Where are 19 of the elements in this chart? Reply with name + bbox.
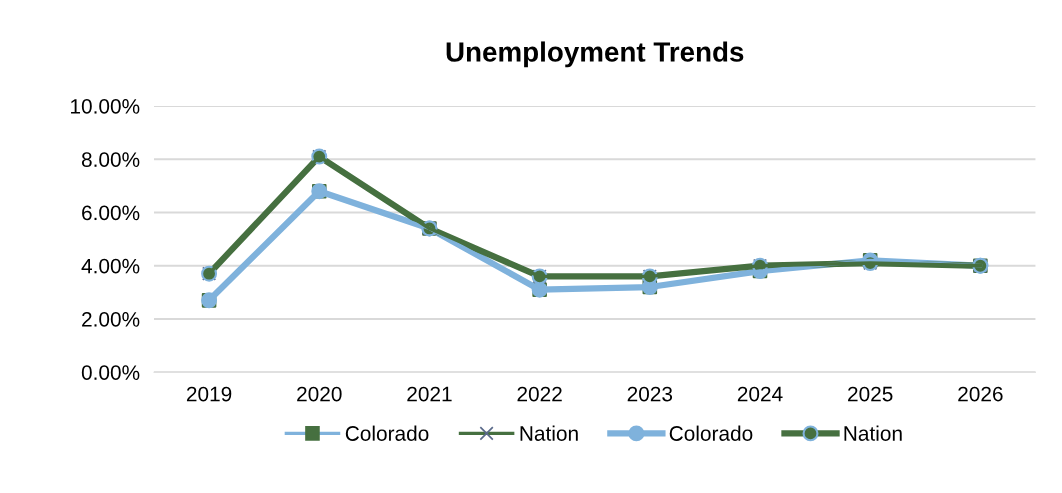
x-tick-label: 2019 [186,386,232,402]
y-tick-label: 0.00% [81,365,140,380]
y-tick-label: 8.00% [81,152,140,167]
legend-label: Colorado [345,425,429,441]
x-tick-label: 2020 [297,386,342,402]
legend-label: Colorado [669,425,753,441]
chart-title: Unemployment Trends [446,41,744,68]
x-tick-label: 2025 [848,386,893,402]
legend-label: Nation [520,425,578,441]
x-tick-label: 2022 [517,386,562,402]
x-tick-label: 2023 [627,386,673,402]
y-tick-label: 4.00% [81,258,140,274]
x-tick-label: 2026 [958,386,1003,402]
x-tick-label: 2021 [407,386,452,402]
y-tick-label: 2.00% [82,311,140,327]
y-tick-label: 6.00% [82,205,140,221]
legend-label: Nation [844,425,902,441]
x-tick-label: 2024 [737,386,783,402]
y-tick-label: 10.00% [71,99,140,114]
